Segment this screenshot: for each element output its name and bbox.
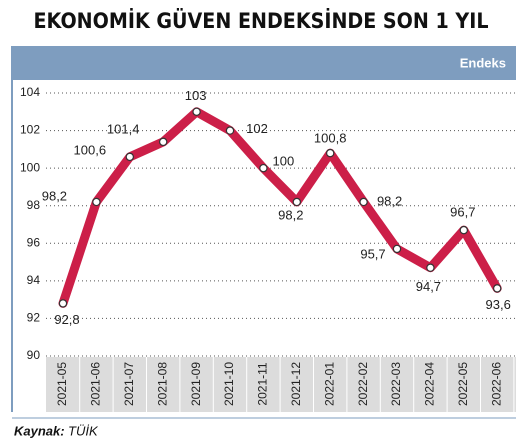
value-label: 100,6 [74,142,107,157]
x-tick-label: 2022-02 [356,362,370,406]
data-point [292,197,301,207]
value-label: 94,7 [416,279,441,294]
data-point [326,148,335,158]
value-label: 95,7 [360,246,385,261]
x-tick-label: 2021-09 [189,362,203,406]
data-point [92,197,101,207]
data-point [192,107,201,116]
chart-title: EKONOMİK GÜVEN ENDEKSİNDE SON 1 YIL [34,8,489,33]
y-tick-label: 100 [20,160,40,174]
x-tick-label: 2021-06 [89,362,103,406]
x-tick-label: 2022-06 [489,362,503,406]
value-label: 100 [273,154,295,169]
x-tick-label: 2021-12 [289,362,303,406]
value-label: 101,4 [107,121,140,136]
y-tick-label: 102 [20,123,40,137]
value-label: 98,2 [278,207,303,222]
x-axis-band [46,357,516,412]
y-tick-label: 94 [27,273,41,287]
y-tick-label: 96 [27,235,41,249]
x-tick-label: 2022-01 [322,362,336,406]
data-point [426,263,435,272]
y-tick-label: 92 [27,311,41,325]
value-label: 93,6 [486,297,511,312]
y-tick-label: 90 [27,348,41,362]
source-label: Kaynak: [14,423,65,438]
data-point [158,137,168,147]
data-point [493,284,502,293]
data-point [125,152,135,162]
x-tick-label: 2021-10 [222,362,236,406]
x-tick-label: 2021-08 [155,362,169,406]
value-label: 98,2 [377,193,402,208]
value-label: 102 [246,121,268,136]
y-axis-label: Endeks [460,55,506,70]
data-line [58,107,502,308]
y-tick-label: 104 [20,85,40,99]
value-label: 96,7 [450,205,475,220]
x-tick-label: 2022-03 [389,362,403,406]
y-tick-label: 98 [27,198,41,212]
x-tick-label: 2021-05 [55,362,69,406]
data-point [359,197,368,207]
value-label: 98,2 [42,188,67,203]
x-tick-label: 2021-07 [122,362,136,406]
data-point [392,244,402,254]
header-band [12,46,516,80]
data-point [259,163,268,173]
value-label: 92,8 [54,312,79,327]
data-point [459,225,468,235]
value-label: 100,8 [314,131,347,146]
data-point [225,126,235,135]
x-tick-label: 2022-04 [423,362,437,406]
x-tick-label: 2021-11 [256,362,270,405]
value-label: 103 [185,88,207,103]
data-point [58,299,68,308]
source: TÜİK [68,423,99,438]
x-tick-label: 2022-05 [456,362,470,406]
